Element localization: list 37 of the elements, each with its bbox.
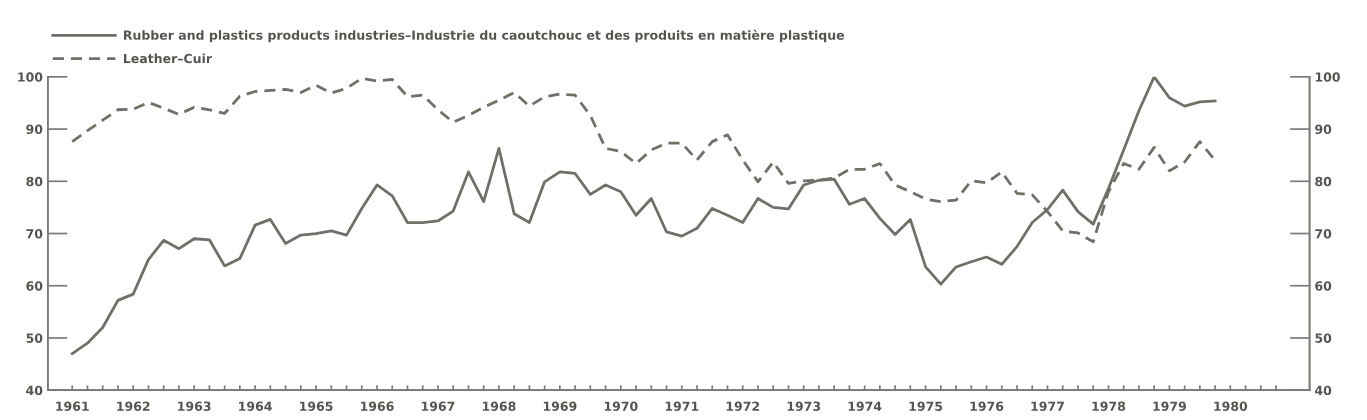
y-tick-label: 70	[26, 228, 43, 239]
x-tick-label: 1979	[1153, 401, 1186, 411]
x-tick-label: 1962	[117, 401, 150, 411]
y2-tick-label: 50	[1315, 333, 1332, 343]
y-tick-label: 40	[26, 385, 43, 396]
x-tick-label: 1975	[909, 401, 943, 411]
y-tick-label: 100	[18, 72, 43, 82]
x-tick-label: 1978	[1092, 401, 1126, 411]
y-tick-label: 60	[26, 281, 43, 291]
y-tick-label: 80	[26, 176, 43, 187]
x-tick-label: 1977	[1031, 401, 1064, 411]
legend-label: Rubber and plastics products industries–Industrie du caoutchouc et des produits en matière plastique	[123, 29, 845, 43]
y2-tick-label: 90	[1315, 124, 1332, 135]
x-tick-label: 1966	[361, 401, 394, 411]
legend-label: Leather–Cuir	[123, 53, 212, 64]
y2-tick-label: 60	[1315, 281, 1332, 291]
y2-tick-label: 40	[1315, 385, 1332, 396]
x-tick-label: 1968	[482, 401, 516, 411]
x-tick-label: 1967	[421, 401, 455, 411]
x-tick-label: 1980	[1214, 401, 1248, 411]
x-tick-label: 1970	[604, 401, 638, 411]
x-tick-label: 1976	[970, 401, 1004, 411]
x-tick-label: 1969	[543, 401, 577, 411]
x-tick-label: 1972	[726, 401, 760, 411]
y2-tick-label: 100	[1315, 72, 1340, 82]
x-tick-label: 1961	[56, 401, 89, 411]
y-tick-label: 90	[26, 124, 43, 135]
x-tick-label: 1964	[239, 401, 272, 411]
x-tick-label: 1974	[848, 401, 882, 411]
y2-tick-label: 80	[1315, 176, 1332, 187]
x-tick-label: 1971	[665, 401, 699, 411]
y2-tick-label: 70	[1315, 228, 1332, 239]
line-series	[70, 76, 1217, 356]
x-tick-label: 1963	[178, 401, 211, 411]
x-tick-label: 1965	[300, 401, 333, 411]
x-tick-label: 1973	[787, 401, 821, 411]
y-tick-label: 50	[26, 333, 43, 343]
